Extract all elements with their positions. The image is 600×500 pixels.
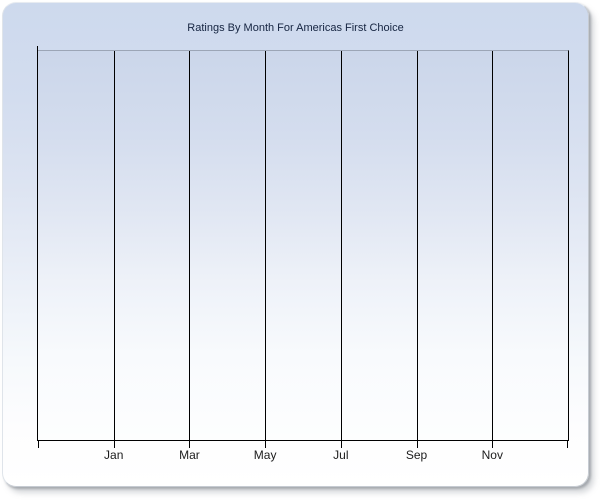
plot-area	[37, 50, 569, 441]
x-gridline	[189, 51, 191, 440]
x-gridline	[340, 51, 342, 440]
x-axis-tick-label: Mar	[179, 448, 200, 462]
x-gridline	[265, 51, 267, 440]
x-axis-tick	[492, 441, 494, 448]
x-axis-tick-label: Nov	[481, 448, 503, 462]
x-axis-tick	[567, 441, 568, 448]
gridline-layer	[38, 51, 568, 440]
x-axis-tick-label: May	[253, 448, 277, 462]
x-gridline	[113, 51, 115, 440]
chart-panel: Ratings By Month For Americas First Choi…	[2, 2, 589, 487]
x-axis-tick	[38, 441, 39, 448]
x-gridline	[492, 51, 494, 440]
x-axis-ticks	[38, 441, 568, 449]
x-axis-tick	[265, 441, 267, 448]
x-axis-tick-label: Jan	[104, 448, 124, 462]
x-axis-tick	[113, 441, 115, 448]
chart-title: Ratings By Month For Americas First Choi…	[187, 22, 404, 34]
y-axis-line	[37, 46, 38, 51]
x-axis-tick	[189, 441, 191, 448]
x-axis-tick-label: Sep	[405, 448, 428, 462]
x-axis-tick-label: Jul	[333, 448, 349, 462]
x-axis-tick	[340, 441, 342, 448]
x-axis-tick	[416, 441, 418, 448]
x-gridline	[416, 51, 418, 440]
x-axis-labels: Jan Mar May Jul Sep Nov	[38, 448, 568, 464]
